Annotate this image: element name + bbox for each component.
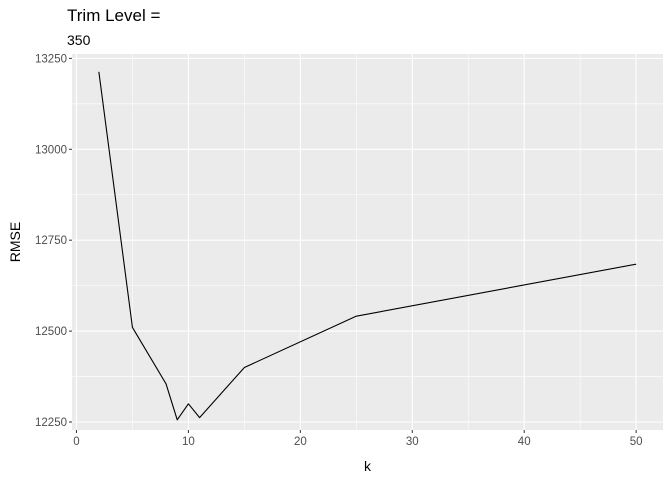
y-tick-label: 12500 — [35, 326, 67, 338]
y-axis-title: RMSE — [7, 222, 23, 262]
x-tick-label: 40 — [518, 436, 531, 448]
y-tick-label: 12250 — [35, 417, 67, 429]
series-layer — [98, 71, 637, 421]
x-axis-tick-labels: 0 10 20 30 40 50 — [73, 436, 642, 448]
x-tick-label: 10 — [182, 436, 195, 448]
chart-subtitle: 350 — [67, 32, 91, 48]
y-tick-label: 13250 — [35, 53, 67, 65]
x-tick-label: 30 — [406, 436, 419, 448]
chart-title: Trim Level = — [67, 6, 161, 25]
x-axis-title: k — [364, 458, 372, 474]
axis-ticks — [69, 57, 637, 433]
x-tick-label: 0 — [73, 436, 79, 448]
y-tick-label: 12750 — [35, 235, 67, 247]
y-tick-label: 13000 — [35, 144, 67, 156]
x-tick-label: 50 — [630, 436, 643, 448]
major-gridlines — [72, 54, 663, 430]
plot-panel — [72, 54, 663, 430]
y-axis-tick-labels: 12250 12500 12750 13000 13250 — [35, 53, 67, 429]
series-line — [98, 71, 637, 421]
x-tick-label: 20 — [294, 436, 307, 448]
